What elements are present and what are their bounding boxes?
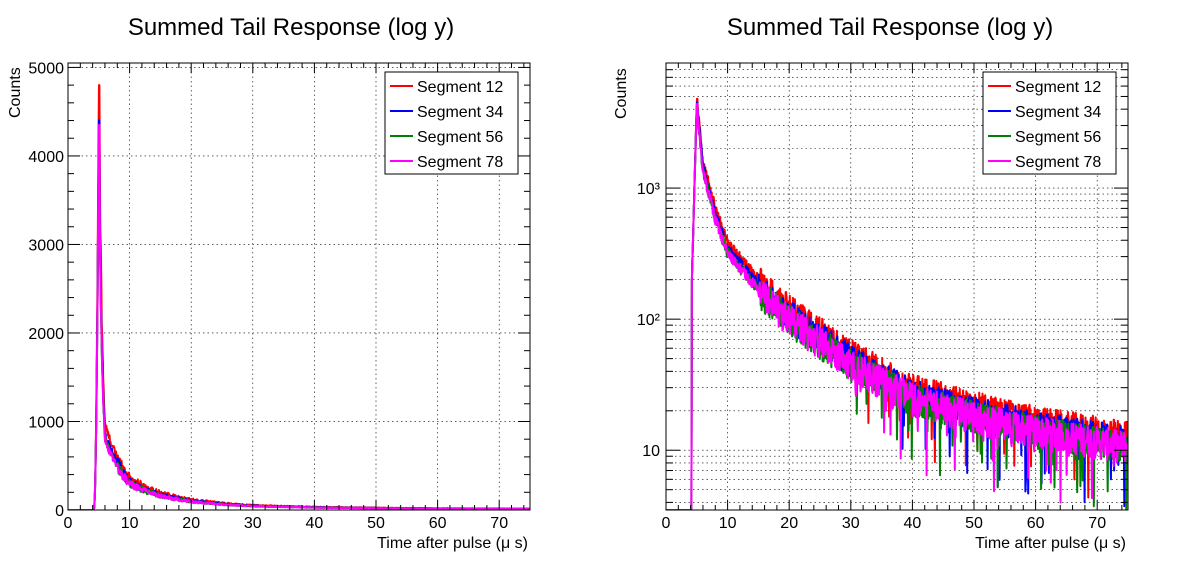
- x-tick-label: 10: [719, 515, 737, 532]
- y-axis-label: Counts: [613, 68, 630, 119]
- legend-box: [384, 71, 519, 175]
- x-tick-label: 20: [780, 515, 798, 532]
- y-tick-label: 0: [55, 503, 64, 520]
- x-tick-label: 40: [904, 515, 922, 532]
- legend-entry: Segment 56: [417, 129, 503, 146]
- x-tick-label: 50: [965, 515, 983, 532]
- x-tick-label: 60: [429, 515, 447, 532]
- series-line-segment-34: [68, 119, 530, 510]
- series-line-segment-56: [68, 132, 530, 510]
- chart-title: Summed Tail Response (log y): [128, 14, 454, 41]
- x-tick-label: 70: [490, 515, 508, 532]
- legend-entry: Segment 34: [417, 104, 503, 121]
- y-tick-label: 5000: [28, 60, 64, 77]
- y-tick-label: 4000: [28, 149, 64, 166]
- legend-entry: Segment 78: [417, 154, 503, 171]
- legend-entry: Segment 34: [1015, 104, 1101, 121]
- y-tick-label: 10: [642, 443, 660, 460]
- x-tick-label: 10: [121, 515, 139, 532]
- legend: Segment 12 Segment 34 Segment 56 Segment 78: [384, 71, 519, 175]
- legend-entry: Segment 12: [417, 79, 503, 96]
- legend: Segment 12 Segment 34 Segment 56 Segment 78: [982, 71, 1117, 175]
- x-tick-label: 20: [182, 515, 200, 532]
- x-tick-label: 0: [64, 515, 73, 532]
- y-tick-label: 10²: [637, 312, 661, 329]
- x-tick-label: 70: [1088, 515, 1106, 532]
- legend-entry: Segment 78: [1015, 154, 1101, 171]
- legend-entry: Segment 56: [1015, 129, 1101, 146]
- x-tick-label: 50: [367, 515, 385, 532]
- x-axis-label: Time after pulse (μ s): [975, 535, 1126, 552]
- y-tick-label: 10³: [637, 181, 661, 198]
- plot-frame: [67, 62, 531, 511]
- x-tick-label: 40: [306, 515, 324, 532]
- series-traces: [68, 84, 530, 510]
- legend-box: [982, 71, 1117, 175]
- chart-title: Summed Tail Response (log y): [727, 14, 1053, 41]
- linear-panel: Summed Tail Response (log y) 0 10 20 30 40 50 6…: [7, 14, 531, 552]
- y-tick-label: 1000: [28, 414, 64, 431]
- x-axis-label: Time after pulse (μ s): [377, 535, 528, 552]
- y-tick-label: 2000: [28, 326, 64, 343]
- legend-entry: Segment 12: [1015, 79, 1101, 96]
- series-traces: [666, 97, 1128, 510]
- x-tick-label: 0: [662, 515, 671, 532]
- x-tick-label: 30: [842, 515, 860, 532]
- x-tick-label: 30: [244, 515, 262, 532]
- y-axis-label: Counts: [7, 67, 24, 118]
- series-line-segment-78: [68, 124, 530, 510]
- plot-frame: [665, 62, 1129, 511]
- log-panel: Summed Tail Response (log y) 0 10 20 30 40 50 6…: [613, 14, 1129, 552]
- y-tick-label: 3000: [28, 237, 64, 254]
- x-tick-label: 60: [1027, 515, 1045, 532]
- series-line-segment-78: [666, 102, 1128, 510]
